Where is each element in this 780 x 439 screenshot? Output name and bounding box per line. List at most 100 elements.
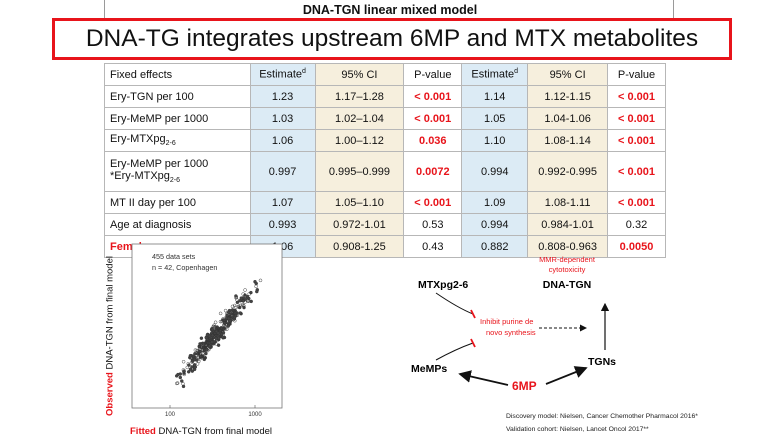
- row-label: MT II day per 100: [104, 191, 251, 214]
- scatter-point: [255, 289, 259, 294]
- scatter-point: [246, 299, 251, 304]
- scatter-point: [221, 318, 226, 322]
- scatter-point: [225, 313, 229, 318]
- pvalue-cell: < 0.001: [403, 107, 463, 130]
- table-row: MT II day per 100 1.07 1.05–1.10 < 0.001…: [104, 191, 666, 214]
- ci-cell: 1.00–1.12: [314, 129, 405, 152]
- scatter-point: [190, 369, 195, 373]
- ci-cell: 0.972-1.01: [314, 213, 405, 236]
- scatter-point: [212, 323, 216, 327]
- scatter-point: [220, 335, 225, 339]
- citation-validation: Validation cohort: Nielsen, Lancet Oncol…: [506, 426, 649, 433]
- scatter-point: [243, 288, 247, 292]
- scatter-point: [190, 365, 194, 369]
- pvalue-cell: < 0.001: [607, 85, 666, 108]
- ci-cell: 1.17–1.28: [314, 85, 405, 108]
- scatter-point: [210, 333, 215, 338]
- scatter-point: [186, 370, 191, 374]
- pvalue-cell: < 0.001: [607, 191, 666, 214]
- estimate-cell: 1.06: [249, 129, 316, 152]
- scatter-point: [200, 348, 205, 352]
- row-label: Age at diagnosis: [104, 213, 251, 236]
- slide-banner: DNA-TG integrates upstream 6MP and MTX m…: [52, 18, 732, 60]
- header-estimate-validation: Estimated: [461, 63, 529, 86]
- scatter-point: [210, 340, 214, 344]
- pvalue-cell: 0.0050: [607, 235, 666, 258]
- row-label: Ery-MTXpg2-6: [104, 129, 251, 152]
- scatter-point: [207, 344, 212, 348]
- estimate-cell: 0.994: [461, 151, 529, 192]
- scatter-point: [196, 348, 200, 353]
- scatter-point: [181, 384, 186, 389]
- y-axis-label: Observed DNA-TGN from final model: [104, 256, 116, 416]
- scatter-point: [232, 303, 237, 308]
- pvalue-cell: 0.43: [403, 235, 463, 258]
- scatter-point: [204, 348, 209, 352]
- pvalue-cell: < 0.001: [607, 129, 666, 152]
- inhibit-label-line1: Inhibit purine de: [480, 317, 533, 326]
- scatter-point: [196, 355, 200, 360]
- scatter-point: [238, 311, 243, 315]
- table-row: Ery-TGN per 100 1.23 1.17–1.28 < 0.001 1…: [104, 85, 666, 108]
- scatter-note-datasets: 455 data sets: [152, 252, 196, 261]
- pvalue-cell: 0.32: [607, 213, 666, 236]
- scatter-point: [258, 278, 263, 283]
- scatter-point: [232, 309, 236, 313]
- frame-line-right: [673, 0, 674, 20]
- x-tick-label-100: 100: [165, 412, 176, 416]
- scatter-plot: 455 data sets n = 42, Copenhagen 100 100…: [131, 243, 283, 416]
- scatter-point: [192, 357, 197, 362]
- estimate-cell: 1.10: [461, 129, 529, 152]
- scatter-point: [212, 331, 217, 336]
- ci-cell: 1.08-1.11: [527, 191, 609, 214]
- scatter-point: [241, 292, 245, 296]
- 6mp-to-memps-arrow: [458, 370, 509, 386]
- scatter-point: [215, 342, 219, 347]
- scatter-point: [220, 318, 225, 322]
- scatter-note-cohort: n = 42, Copenhagen: [152, 263, 217, 272]
- scatter-point: [199, 341, 204, 346]
- mmr-label-line2: cytotoxicity: [549, 265, 586, 274]
- scatter-point: [199, 354, 204, 359]
- mmr-label-line1: MMR-dependent: [539, 255, 596, 264]
- pvalue-cell: 0.53: [403, 213, 463, 236]
- estimate-cell: 0.993: [249, 213, 316, 236]
- scatter-point: [210, 327, 215, 332]
- scatter-point: [245, 294, 250, 299]
- dna-tgn-node: DNA-TGN: [543, 279, 591, 291]
- scatter-point: [182, 369, 187, 373]
- row-label: Ery-TGN per 100: [104, 85, 251, 108]
- scatter-point: [218, 311, 223, 316]
- inhibit-bar-icon: [470, 309, 476, 319]
- estimate-cell: 1.05: [461, 107, 529, 130]
- inhibit-bar-icon: [470, 338, 476, 348]
- scatter-point: [204, 340, 209, 344]
- estimate-cell: 1.14: [461, 85, 529, 108]
- scatter-point: [180, 379, 184, 383]
- ci-cell: 1.08-1.14: [527, 129, 609, 152]
- scatter-point: [195, 348, 199, 353]
- table-row: Ery-MTXpg2-6 1.06 1.00–1.12 0.036 1.10 1…: [104, 129, 666, 152]
- ci-cell: 0.808-0.963: [527, 235, 609, 258]
- scatter-point: [199, 345, 203, 350]
- scatter-point: [241, 299, 246, 303]
- fixed-effects-table: Fixed effects Estimated 95% CI P-value E…: [104, 63, 666, 258]
- mtx-inhibit-arrow: [435, 292, 474, 315]
- scatter-points: [174, 278, 263, 389]
- scatter-point: [223, 308, 228, 313]
- ci-cell: 1.04-1.06: [527, 107, 609, 130]
- inhibit-label-line2: novo synthesis: [486, 328, 536, 337]
- pathway-diagram: MMR-dependent cytotoxicity DNA-TGN MTXpg…: [411, 255, 616, 393]
- scatter-point: [233, 305, 238, 310]
- ci-cell: 1.12-1.15: [527, 85, 609, 108]
- scatter-point: [235, 300, 240, 305]
- scatter-point: [247, 292, 251, 296]
- scatter-point: [241, 304, 246, 308]
- 6mp-node: 6MP: [512, 379, 537, 393]
- scatter-point: [221, 330, 226, 335]
- scatter-point: [213, 320, 218, 325]
- header-ci-discovery: 95% CI: [314, 63, 405, 86]
- scatter-point: [221, 327, 226, 332]
- pvalue-cell: < 0.001: [607, 107, 666, 130]
- citation-discovery: Discovery model: Nielsen, Cancer Chemoth…: [506, 413, 698, 420]
